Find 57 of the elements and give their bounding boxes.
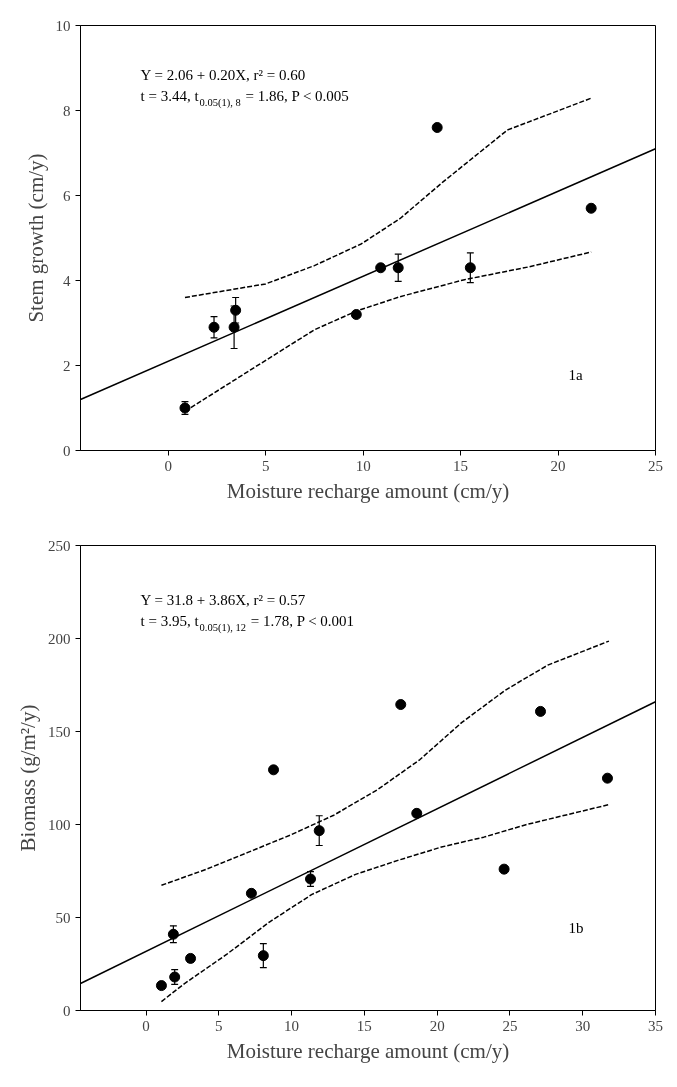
y-tick-label: 4 <box>63 272 71 289</box>
annotation: Y = 31.8 + 3.86X, r² = 0.57 <box>140 592 306 609</box>
y-tick-label: 0 <box>63 442 71 459</box>
y-tick-label: 0 <box>63 1002 71 1019</box>
point <box>464 262 476 274</box>
y-tick-label: 6 <box>63 187 71 204</box>
y-tick-label: 250 <box>48 537 71 554</box>
y-tick-label: 100 <box>48 816 71 833</box>
point <box>313 825 325 837</box>
point <box>431 122 443 133</box>
y-tick-label: 50 <box>55 909 71 926</box>
x-tick-label: 15 <box>453 457 469 474</box>
point <box>411 807 423 819</box>
x-tick-label: 25 <box>648 457 663 474</box>
point <box>155 980 167 992</box>
point <box>208 321 220 333</box>
x-tick-label: 15 <box>356 1017 372 1034</box>
x-axis-title: Moisture recharge amount (cm/y) <box>226 478 510 503</box>
point <box>498 863 510 875</box>
x-tick-label: 20 <box>429 1017 445 1034</box>
x-tick-label: 30 <box>575 1017 591 1034</box>
annotation: 1b <box>568 920 584 937</box>
point <box>392 262 404 274</box>
y-axis-title: Biomass (g/m²/y) <box>16 704 40 852</box>
x-axis-title: Moisture recharge amount (cm/y) <box>226 1038 510 1063</box>
line-series <box>160 640 610 887</box>
point <box>601 772 613 784</box>
point <box>395 699 407 711</box>
x-tick-label: 35 <box>648 1017 663 1034</box>
point <box>257 950 269 962</box>
x-tick-label: 5 <box>215 1017 223 1034</box>
y-axis-title: Stem growth (cm/y) <box>23 153 48 323</box>
x-tick-label: 20 <box>550 457 566 474</box>
y-tick-label: 200 <box>48 630 71 647</box>
x-tick-label: 25 <box>502 1017 518 1034</box>
point <box>167 928 179 940</box>
annotation: Y = 2.06 + 0.20X, r² = 0.60 <box>140 66 306 83</box>
point <box>185 952 197 964</box>
x-tick-label: 0 <box>164 457 172 474</box>
point <box>585 202 597 214</box>
point <box>375 262 387 274</box>
x-tick-label: 0 <box>142 1017 150 1034</box>
x-tick-label: 5 <box>261 457 270 474</box>
y-tick-label: 10 <box>55 17 71 34</box>
point <box>268 764 280 776</box>
x-tick-label: 10 <box>284 1017 300 1034</box>
y-tick-label: 8 <box>63 102 71 119</box>
point <box>228 321 240 333</box>
point <box>230 304 242 316</box>
point <box>535 705 546 717</box>
x-tick-label: 10 <box>355 457 371 474</box>
annotation: 1a <box>568 366 583 383</box>
line-series <box>160 803 610 1003</box>
y-tick-label: 2 <box>63 357 71 374</box>
y-tick-label: 150 <box>48 723 71 740</box>
point <box>350 309 362 320</box>
point <box>245 887 257 899</box>
